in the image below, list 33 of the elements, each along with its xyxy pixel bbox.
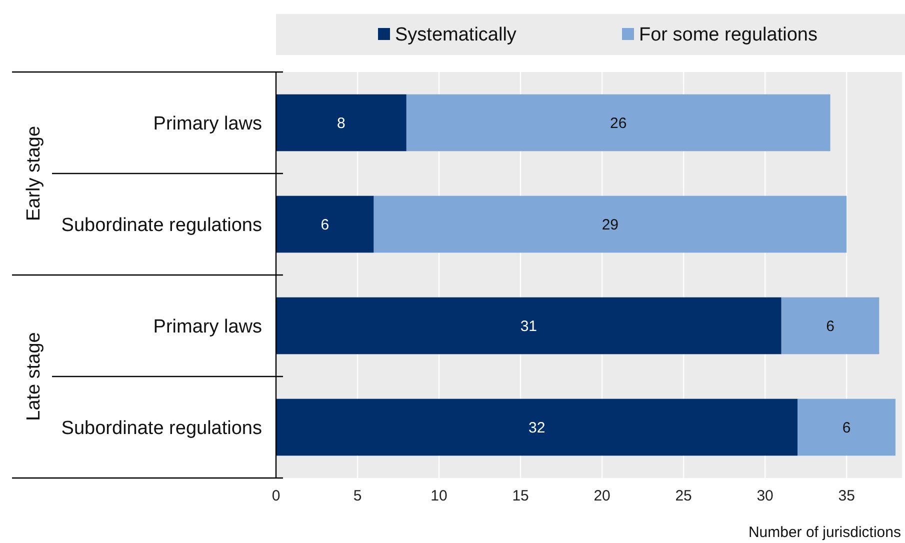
data-label: 31 xyxy=(520,318,538,335)
data-label: 29 xyxy=(602,216,619,234)
y-tick-label: Primary laws xyxy=(153,113,262,134)
x-tick-label: 10 xyxy=(430,488,448,505)
x-tick-label: 0 xyxy=(272,488,280,505)
bar xyxy=(374,196,847,253)
bar xyxy=(276,94,406,152)
bar xyxy=(406,94,830,152)
data-label: 32 xyxy=(528,420,546,436)
data-label: 6 xyxy=(826,318,834,335)
bar xyxy=(276,398,798,456)
x-tick-label: 35 xyxy=(838,488,855,505)
x-tick-label: 20 xyxy=(594,488,610,505)
bar xyxy=(798,398,896,456)
bar xyxy=(781,297,880,354)
x-tick-label: 5 xyxy=(353,488,362,505)
x-tick-label: 15 xyxy=(512,488,529,505)
y-tick-label: Primary laws xyxy=(153,316,262,338)
legend-label: Systematically xyxy=(395,24,517,46)
bar xyxy=(276,196,374,253)
y-tick-label: Subordinate regulations xyxy=(61,418,262,439)
text: Late stage xyxy=(24,332,45,421)
data-label: 6 xyxy=(842,420,851,436)
data-label: 6 xyxy=(320,216,330,234)
bar xyxy=(276,297,782,354)
x-tick-label: 30 xyxy=(756,488,774,505)
y-tick-label: Subordinate regulations xyxy=(61,214,262,236)
data-label: 8 xyxy=(337,115,346,132)
text: Early stage xyxy=(24,126,45,222)
data-label: 26 xyxy=(610,115,627,132)
legend-label: For some regulations xyxy=(639,24,818,46)
x-tick-label: 25 xyxy=(675,488,692,505)
x-axis-title: Number of jurisdictions xyxy=(748,524,901,541)
